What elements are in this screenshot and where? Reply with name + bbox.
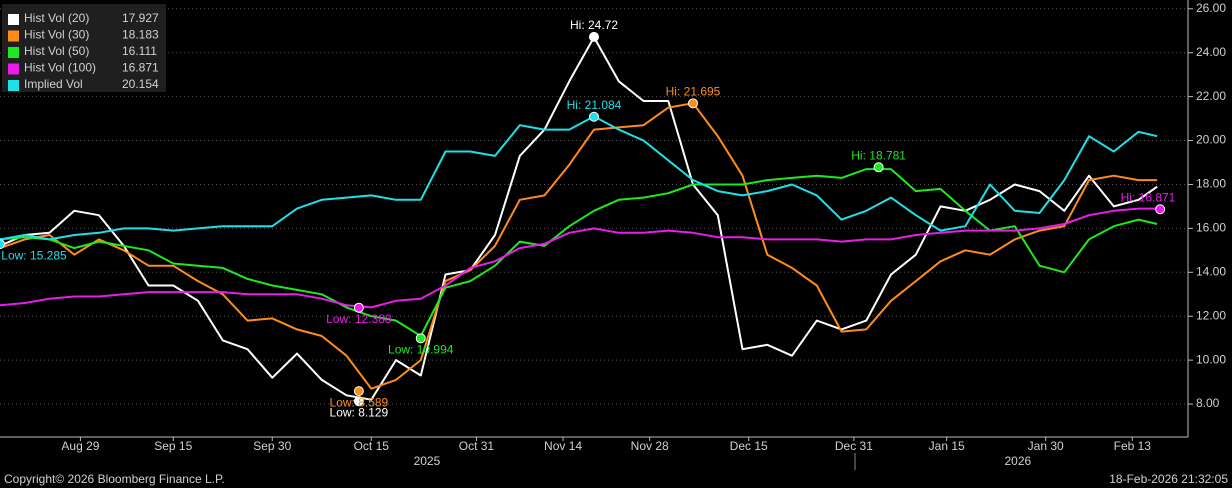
x-tick-label: Jan 15 xyxy=(929,439,965,453)
legend-value: 16.111 xyxy=(122,44,157,58)
legend: Hist Vol (20) 17.927 Hist Vol (30) 18.183 Hi… xyxy=(2,4,166,92)
extreme-label: Low: 8.129 xyxy=(330,405,389,419)
y-tick-label: 16.00 xyxy=(1196,221,1226,235)
x-tick-label: Jan 30 xyxy=(1028,439,1064,453)
extreme-label: Hi: 21.084 xyxy=(567,98,622,112)
y-tick-label: 14.00 xyxy=(1196,264,1226,278)
legend-value: 16.871 xyxy=(122,61,159,75)
y-tick-label: 8.00 xyxy=(1196,396,1220,410)
x-tick-label: Aug 29 xyxy=(61,439,99,453)
extreme-marker xyxy=(353,386,364,397)
legend-box xyxy=(2,4,166,92)
legend-label: Hist Vol (20) xyxy=(24,11,89,25)
extreme-marker xyxy=(0,239,5,250)
y-tick-label: 20.00 xyxy=(1196,133,1226,147)
extreme-label: Hi: 18.781 xyxy=(851,148,906,162)
legend-label: Hist Vol (100) xyxy=(24,61,96,75)
year-label: 2025 xyxy=(414,454,441,468)
extreme-marker xyxy=(589,111,599,122)
extreme-marker xyxy=(688,98,698,109)
x-tick-label: Nov 14 xyxy=(544,439,582,453)
x-tick-label: Feb 13 xyxy=(1114,439,1152,453)
y-tick-label: 22.00 xyxy=(1196,89,1226,103)
extreme-label: Hi: 21.695 xyxy=(666,84,721,98)
legend-swatch xyxy=(8,30,19,42)
extreme-marker xyxy=(353,396,364,407)
extreme-marker xyxy=(873,162,884,173)
x-tick-label: Sep 30 xyxy=(253,439,291,453)
legend-swatch xyxy=(8,80,19,91)
x-tick-label: Dec 31 xyxy=(835,439,873,453)
legend-value: 18.183 xyxy=(122,28,159,42)
extreme-marker xyxy=(415,333,426,344)
x-tick-label: Oct 15 xyxy=(354,439,390,453)
series-line xyxy=(0,168,1158,337)
extreme-label: Hi: 16.871 xyxy=(1121,190,1176,204)
copyright: Copyright© 2026 Bloomberg Finance L.P. xyxy=(4,472,225,486)
x-tick-label: Dec 15 xyxy=(730,439,768,453)
series-line xyxy=(0,207,1158,309)
y-tick-label: 10.00 xyxy=(1196,352,1226,366)
legend-label: Hist Vol (50) xyxy=(24,44,89,58)
y-tick-label: 24.00 xyxy=(1196,45,1226,59)
extreme-label: Low: 15.285 xyxy=(1,248,67,262)
timestamp: 18-Feb-2026 21:32:05 xyxy=(1109,472,1228,486)
x-tick-label: Sep 15 xyxy=(154,439,192,453)
legend-label: Hist Vol (30) xyxy=(24,28,89,42)
extreme-marker xyxy=(1155,204,1166,215)
series-line xyxy=(0,115,1158,241)
x-tick-label: Oct 31 xyxy=(459,439,495,453)
y-tick-label: 18.00 xyxy=(1196,177,1226,191)
legend-swatch xyxy=(8,63,19,75)
legend-swatch xyxy=(8,14,19,25)
year-label: 2026 xyxy=(1004,454,1031,468)
y-tick-label: 26.00 xyxy=(1196,1,1226,15)
extreme-label: Low: 10.994 xyxy=(388,342,454,356)
extreme-label: Hi: 24.72 xyxy=(570,18,618,32)
series-line xyxy=(0,102,1158,390)
legend-value: 20.154 xyxy=(122,77,159,91)
extreme-label: Low: 8.589 xyxy=(330,395,389,409)
extreme-marker xyxy=(589,31,599,42)
legend-label: Implied Vol xyxy=(24,77,83,91)
legend-value: 17.927 xyxy=(122,11,159,25)
legend-swatch xyxy=(8,47,19,58)
x-tick-label: Nov 28 xyxy=(631,439,669,453)
extreme-label: Low: 12.388 xyxy=(326,312,392,326)
extreme-marker xyxy=(353,302,364,313)
series-line xyxy=(0,36,1158,401)
y-tick-label: 12.00 xyxy=(1196,308,1226,322)
